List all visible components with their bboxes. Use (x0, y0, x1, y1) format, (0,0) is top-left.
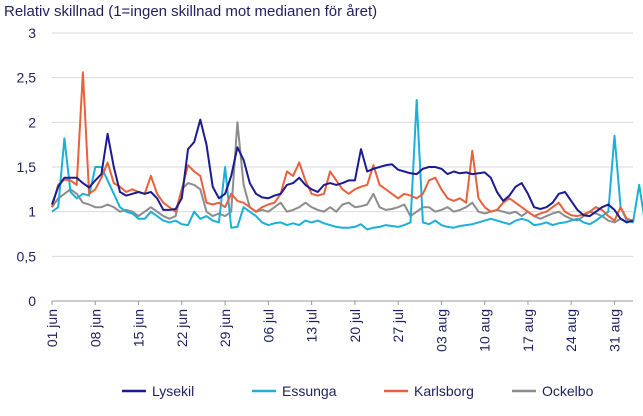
chart-title: Relativ skillnad (1=ingen skillnad mot m… (4, 3, 377, 20)
x-tick-label: 20 jul (347, 309, 363, 342)
y-axis: 0 0,5 1 1,5 2 2,5 3 (17, 25, 37, 309)
x-tick-label: 13 jul (304, 309, 320, 342)
x-tick-label: 24 aug (563, 309, 579, 352)
x-tick-label: 17 aug (520, 309, 536, 352)
series-line-essunga (51, 99, 643, 231)
grid-lines (52, 32, 633, 302)
x-axis: 01 jun 08 jun 15 jun 22 jun 29 jun 06 jul 13 j… (44, 301, 622, 352)
x-tick-label: 29 jun (217, 309, 233, 347)
x-tick-label: 06 jul (260, 309, 276, 342)
x-tick-label: 15 jun (131, 309, 147, 347)
x-tick-label: 10 aug (477, 309, 493, 352)
x-tick-label: 27 jul (390, 309, 406, 342)
x-tick-label: 08 jun (87, 309, 103, 347)
legend: Lysekil Essunga Karlsborg Ockelbo (122, 383, 594, 399)
series-line-ockelbo (51, 121, 628, 224)
series-line-karlsborg (51, 71, 634, 222)
y-tick-label: 2 (28, 114, 36, 130)
legend-label: Karlsborg (414, 383, 474, 399)
x-tick-label: 01 jun (44, 309, 60, 347)
y-tick-label: 1 (28, 204, 36, 220)
y-tick-label: 0 (28, 293, 36, 309)
x-tick-label: 22 jun (174, 309, 190, 347)
series-lines (51, 71, 643, 231)
y-tick-label: 0,5 (17, 248, 37, 264)
legend-label: Essunga (282, 383, 337, 399)
y-tick-label: 2,5 (17, 70, 37, 86)
y-tick-label: 3 (28, 25, 36, 41)
legend-label: Lysekil (152, 383, 194, 399)
x-tick-label: 03 aug (433, 309, 449, 352)
y-tick-label: 1,5 (17, 159, 37, 175)
x-tick-label: 31 aug (606, 309, 622, 352)
series-line-lysekil (51, 118, 634, 224)
legend-label: Ockelbo (542, 383, 594, 399)
